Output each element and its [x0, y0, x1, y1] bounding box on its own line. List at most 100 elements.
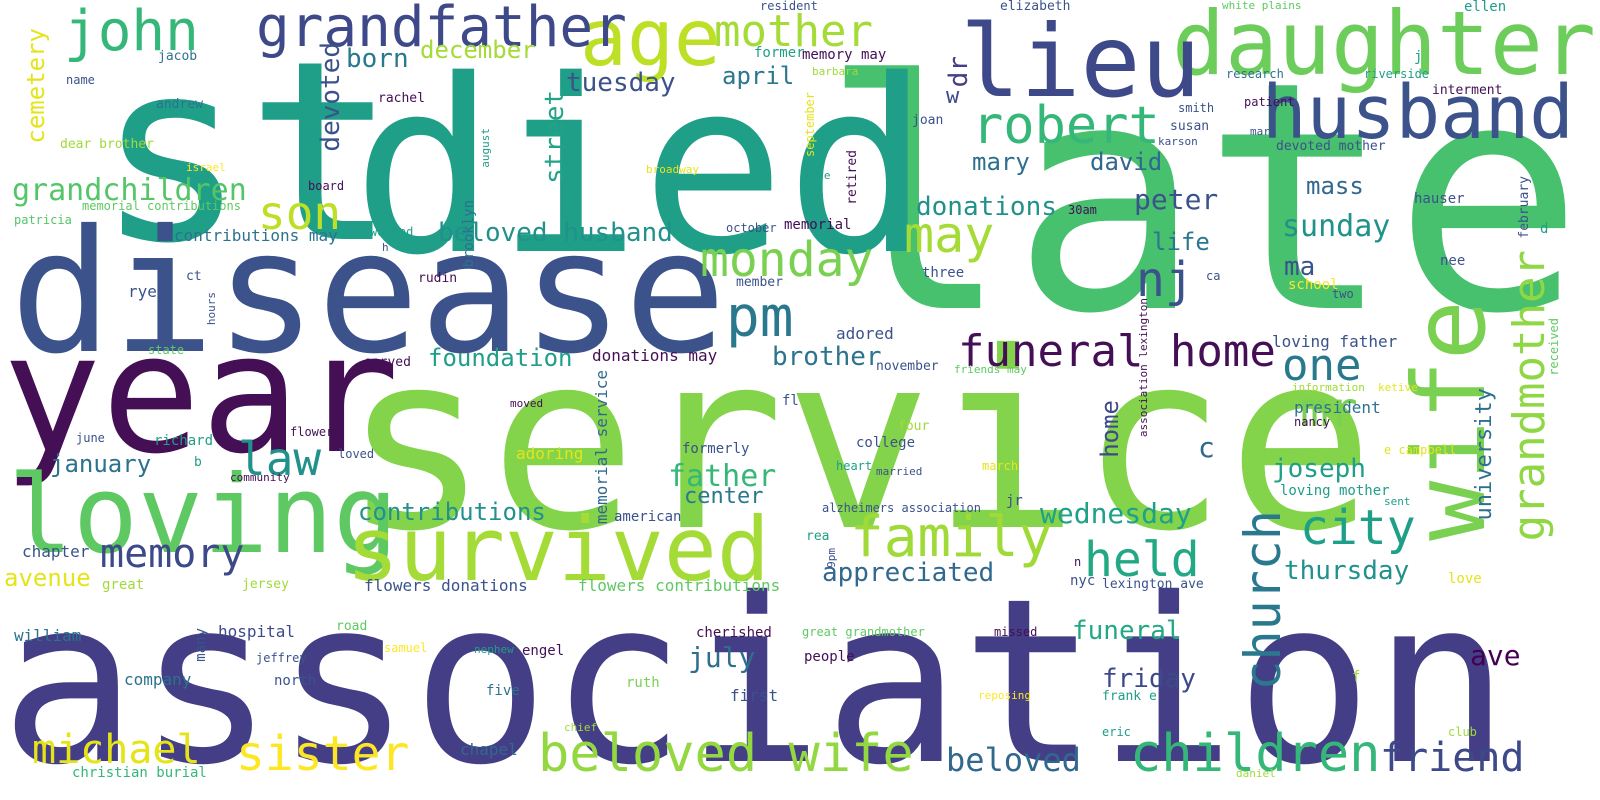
word-funeral-home: funeral home	[958, 326, 1276, 377]
word-hauser: hauser	[1414, 191, 1465, 207]
word-robert: robert	[972, 96, 1160, 156]
word-board: board	[308, 179, 345, 193]
word-october: october	[726, 221, 777, 235]
word-grandfather: grandfather	[256, 0, 627, 60]
word-st: st	[96, 7, 398, 298]
word-brother: brother	[772, 342, 882, 372]
word-two: two	[1332, 287, 1354, 301]
word-sister: sister	[236, 726, 410, 782]
word-broadway: broadway	[646, 163, 699, 176]
word-flowers-contributions: flowers contributions	[578, 576, 781, 595]
word-north: north	[274, 673, 317, 689]
word-family: family	[850, 505, 1053, 570]
word-february: february	[1517, 176, 1532, 239]
word-service: service	[342, 300, 1375, 585]
word-jersey: jersey	[242, 577, 289, 592]
word-city: city	[1300, 500, 1416, 556]
word-nephew: nephew	[474, 643, 514, 656]
word-friend: friend	[1380, 735, 1525, 781]
word-march: march	[982, 459, 1019, 473]
word-john: john	[64, 0, 199, 64]
word-president: president	[1294, 398, 1381, 417]
word-devoted: devoted	[316, 42, 346, 152]
word-smith: smith	[1178, 101, 1215, 115]
word-retired: retired	[845, 150, 860, 205]
word-hours: hours	[205, 292, 218, 326]
word-august: august	[479, 128, 492, 168]
word-great: great	[102, 577, 145, 593]
word-held: held	[1084, 532, 1200, 588]
word-mary: mary	[972, 148, 1030, 176]
word-lieu: lieu	[960, 3, 1201, 120]
word-flowers-donations: flowers donations	[364, 576, 528, 595]
word-church: church	[1234, 510, 1292, 691]
word-eric: eric	[1102, 725, 1131, 739]
word-college: college	[856, 435, 916, 451]
word-memorial-service: memorial service	[592, 370, 611, 525]
word-april: april	[722, 62, 795, 90]
word-e-campbell: e campbell	[1384, 443, 1457, 457]
word-daughter: daughter	[1172, 0, 1596, 95]
word-home: home	[1096, 400, 1124, 458]
word-member: member	[736, 275, 783, 290]
word-jr: jr	[1006, 493, 1023, 509]
word-appreciated: appreciated	[822, 558, 995, 588]
word-christian-burial: christian burial	[72, 765, 207, 781]
word-moved: moved	[510, 397, 544, 410]
word-may: may	[904, 206, 995, 264]
word-former: former	[754, 45, 805, 61]
word-nee: nee	[1440, 253, 1466, 269]
word-ma: ma	[1284, 252, 1316, 282]
word-loving-mother: loving mother	[1280, 483, 1390, 499]
word-live: live	[804, 169, 831, 182]
word-research: research	[1226, 67, 1284, 81]
word-five: five	[486, 683, 520, 699]
word-school: school	[1288, 277, 1339, 293]
word-survived: survived	[346, 498, 770, 601]
word-university: university	[1472, 388, 1497, 521]
word-flowers: flowers	[290, 425, 341, 439]
word-friends-may: friends may	[954, 363, 1027, 376]
word-ellen: ellen	[1464, 0, 1507, 15]
word-november: november	[876, 359, 939, 374]
word-memory: memory	[100, 531, 245, 577]
word-served: served	[364, 355, 411, 370]
word-love: love	[1448, 571, 1482, 587]
word-married: married	[876, 465, 923, 478]
word-contributions-may: contributions may	[174, 226, 338, 245]
word-adored: adored	[836, 324, 894, 343]
word-b: b	[194, 455, 202, 470]
word-people: people	[804, 649, 855, 665]
word-andrew: andrew	[156, 97, 203, 112]
word-w: w	[946, 84, 960, 109]
word-great-grandmother: great grandmother	[802, 625, 925, 639]
word-ruth: ruth	[626, 675, 660, 691]
word-association-lexington: association lexington	[1137, 298, 1150, 438]
word-n: n	[1074, 555, 1082, 569]
word-mother: mother	[714, 6, 873, 57]
word-david: david	[1090, 148, 1163, 176]
word-grandmother: grandmother	[1504, 250, 1555, 542]
word-friday: friday	[1102, 664, 1196, 694]
word-worked: worked	[370, 225, 414, 239]
word-hospital: hospital	[218, 622, 296, 641]
word-many: many	[193, 628, 209, 662]
word-center: center	[684, 484, 764, 509]
word-year: year	[2, 298, 400, 490]
word-dr: dr	[944, 56, 974, 88]
word-mark: mark	[1250, 125, 1277, 138]
word-patricia: patricia	[14, 213, 72, 227]
word-received: received	[1547, 318, 1561, 376]
word-tuesday: tuesday	[566, 68, 676, 98]
word-f: f	[1352, 669, 1361, 685]
word-beloved-husband: beloved husband	[438, 218, 673, 248]
word-four: four	[898, 419, 930, 434]
word-white-plains: white plains	[1222, 0, 1302, 12]
word-william: william	[14, 626, 82, 645]
word-heart: heart	[836, 459, 873, 473]
word-september: september	[803, 92, 817, 158]
word-rachel: rachel	[378, 91, 425, 106]
word-husband: husband	[1262, 70, 1574, 156]
word-june: june	[76, 431, 105, 445]
word-funeral: funeral	[1072, 616, 1182, 646]
